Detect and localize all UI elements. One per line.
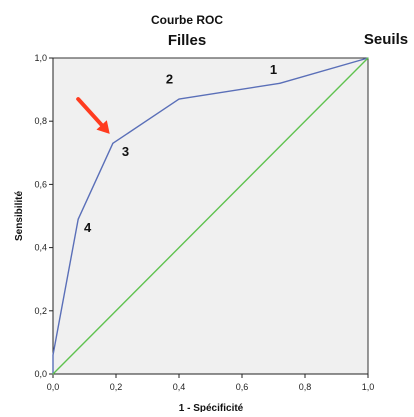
threshold-point-label: 2 <box>166 71 173 86</box>
x-tick-label: 0,4 <box>173 382 186 392</box>
y-tick-label: 0,2 <box>34 306 47 316</box>
x-tick-label: 0,2 <box>110 382 123 392</box>
x-axis-label: 1 - Spécificité <box>179 403 244 412</box>
annotation-layer: 1 2 3 4 <box>76 62 277 235</box>
y-tick-label: 0,4 <box>34 243 47 253</box>
roc-curve-point <box>77 218 79 220</box>
y-axis-label: Sensibilité <box>14 191 25 241</box>
red-arrow-head <box>96 120 110 134</box>
reference-diagonal-point <box>52 373 54 375</box>
x-tick-label: 0,6 <box>236 382 249 392</box>
threshold-point-label: 1 <box>270 62 277 77</box>
axes-group: 0,0 0,2 0,4 0,6 0,8 1,0 0,0 0,2 0,4 0,6 0,8 1,0 <box>34 53 374 392</box>
x-tick-label: 0,8 <box>299 382 312 392</box>
x-tick-label: 0,0 <box>47 382 60 392</box>
roc-curve-point <box>52 354 54 356</box>
chart-title: Courbe ROC <box>151 13 223 27</box>
roc-curve-point <box>112 142 114 144</box>
y-tick-label: 0,8 <box>34 116 47 126</box>
threshold-point-label: 4 <box>84 220 92 235</box>
y-tick-label: 0,6 <box>34 179 47 189</box>
x-tick-label: 1,0 <box>362 382 375 392</box>
y-tick-label: 0,0 <box>34 369 47 379</box>
roc-curve-point <box>178 98 180 100</box>
thresholds-label: Seuils <box>364 31 408 48</box>
reference-diagonal-point <box>367 57 369 59</box>
reference-diagonal-line <box>52 57 369 375</box>
roc-curve-point <box>279 82 281 84</box>
series-layer <box>52 57 369 375</box>
red-arrow-shaft <box>76 97 104 127</box>
y-tick-label: 1,0 <box>34 53 47 63</box>
threshold-point-label: 3 <box>122 144 129 159</box>
chart-subtitle: Filles <box>168 32 206 49</box>
